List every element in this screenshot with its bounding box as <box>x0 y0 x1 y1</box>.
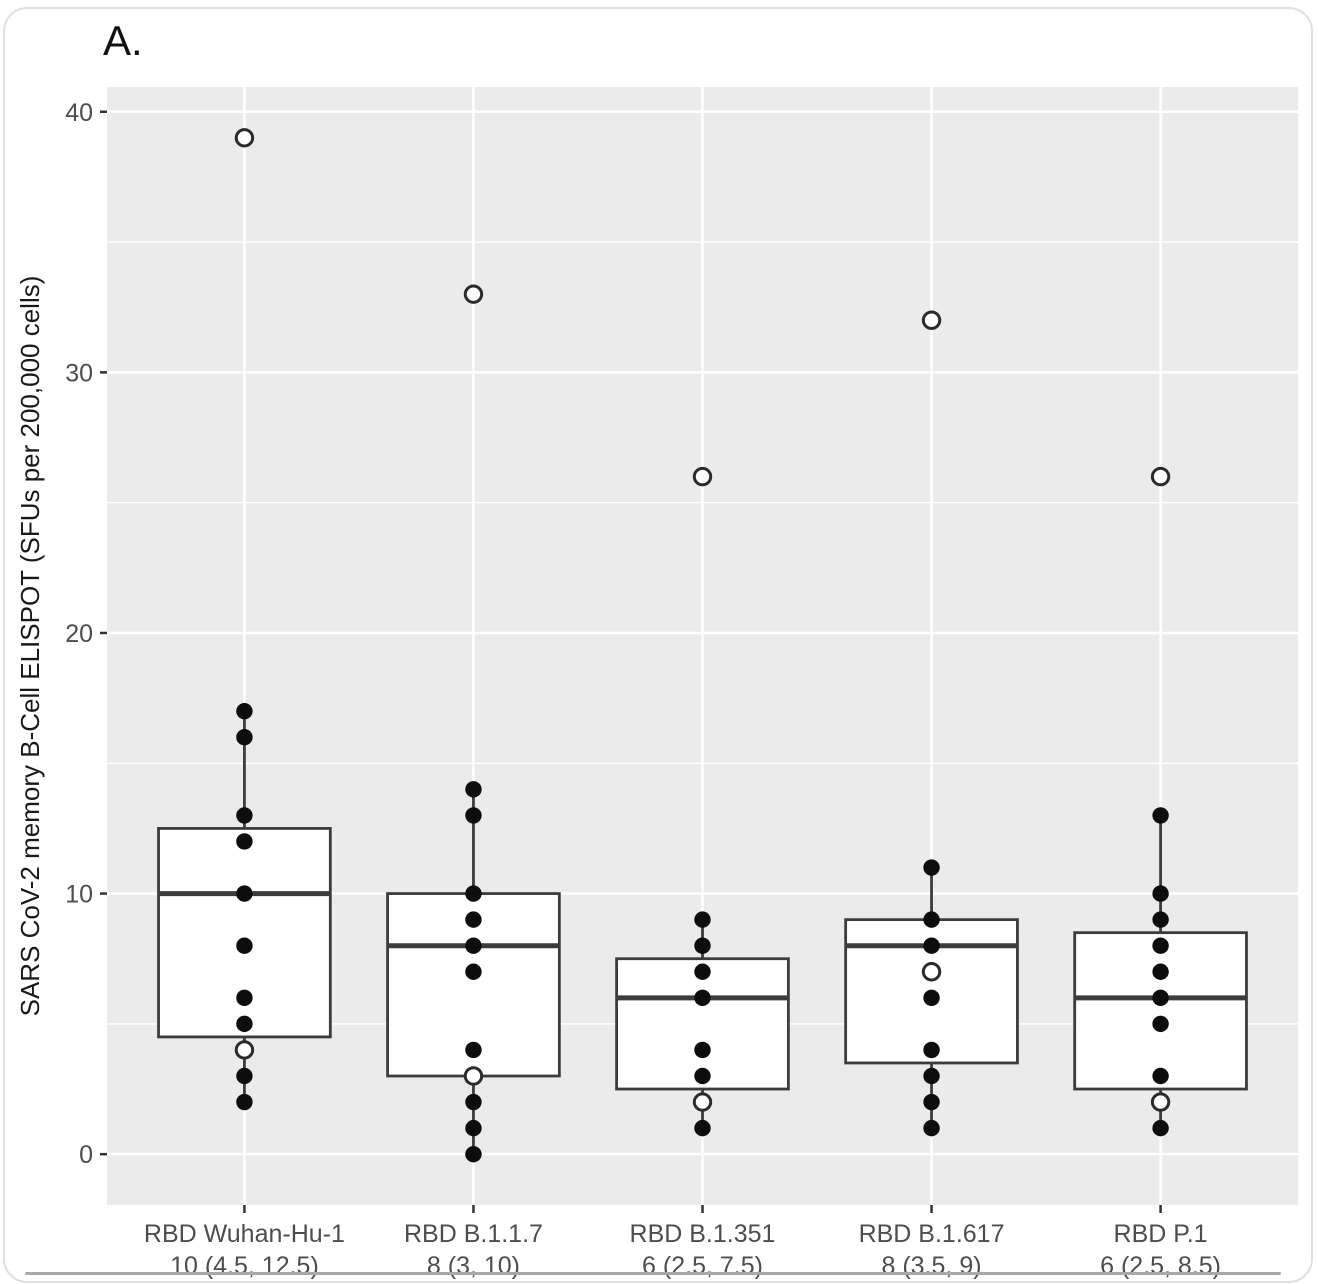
data-point <box>465 1041 482 1059</box>
data-point <box>1152 937 1169 954</box>
box <box>1073 931 1248 1091</box>
data-point <box>236 1067 253 1085</box>
panel-label: A. <box>103 17 143 64</box>
data-point <box>694 963 711 980</box>
data-point <box>236 702 253 720</box>
data-point <box>1152 1119 1169 1137</box>
data-point <box>1152 1015 1169 1033</box>
open-point <box>463 1066 484 1086</box>
data-point <box>465 885 482 902</box>
group-stats-label: 6 (2.5, 8.5) <box>1100 1252 1221 1280</box>
y-tick-label: 0 <box>79 1141 93 1169</box>
data-point <box>923 1041 940 1059</box>
data-point <box>694 1067 711 1085</box>
y-tick-label: 40 <box>65 99 93 127</box>
outlier-point <box>1150 466 1171 487</box>
data-point <box>465 911 482 928</box>
group-stats-label: 6 (2.5, 7.5) <box>642 1252 763 1280</box>
y-tick-label: 10 <box>65 881 93 909</box>
data-point <box>1152 885 1169 902</box>
outlier-point <box>921 310 942 330</box>
data-point <box>923 1093 940 1111</box>
data-point <box>236 989 253 1007</box>
group-stats-label: 10 (4.5, 12.5) <box>170 1252 319 1280</box>
box <box>615 957 790 1091</box>
data-point <box>236 729 253 746</box>
data-point <box>923 1119 940 1137</box>
data-point <box>923 1067 940 1085</box>
open-point <box>921 962 942 982</box>
data-point <box>1152 1067 1169 1085</box>
data-point <box>236 833 253 850</box>
data-point <box>923 989 940 1007</box>
data-point <box>694 1119 711 1137</box>
group-label: RBD B.1.1.7 <box>404 1220 543 1248</box>
group-stats-label: 8 (3.5, 9) <box>882 1252 982 1280</box>
bottom-divider <box>25 1272 1281 1275</box>
data-point <box>236 1015 253 1033</box>
outlier-point <box>692 466 713 487</box>
group-label: RBD Wuhan-Hu-1 <box>144 1220 345 1248</box>
data-point <box>694 989 711 1007</box>
data-point <box>1152 911 1169 928</box>
y-axis-title: SARS CoV-2 memory B-Cell ELISPOT (SFUs p… <box>15 276 45 1017</box>
data-point <box>236 1093 253 1111</box>
data-point <box>465 807 482 824</box>
data-point <box>236 885 253 902</box>
y-tick-label: 20 <box>65 620 93 648</box>
data-point <box>923 911 940 928</box>
group-label: RBD B.1.617 <box>859 1220 1005 1248</box>
data-point <box>465 1093 482 1111</box>
data-point <box>465 963 482 980</box>
outlier-point <box>463 284 484 304</box>
data-point <box>694 937 711 954</box>
outlier-point <box>234 128 255 148</box>
data-point <box>923 937 940 954</box>
data-point <box>694 1041 711 1059</box>
open-point <box>692 1092 713 1112</box>
data-point <box>465 1145 482 1163</box>
data-point <box>236 807 253 824</box>
group-stats-label: 8 (3, 10) <box>427 1252 520 1280</box>
data-point <box>1152 989 1169 1007</box>
data-point <box>1152 807 1169 824</box>
data-point <box>236 937 253 954</box>
data-point <box>923 859 940 876</box>
data-point <box>694 911 711 928</box>
data-point <box>1152 963 1169 980</box>
data-point <box>465 937 482 954</box>
data-point <box>465 1119 482 1137</box>
group-label: RBD B.1.351 <box>630 1220 776 1248</box>
y-tick-label: 30 <box>65 359 93 387</box>
open-point <box>1150 1092 1171 1112</box>
open-point <box>234 1040 255 1060</box>
data-point <box>465 781 482 798</box>
group-label: RBD P.1 <box>1114 1220 1208 1248</box>
